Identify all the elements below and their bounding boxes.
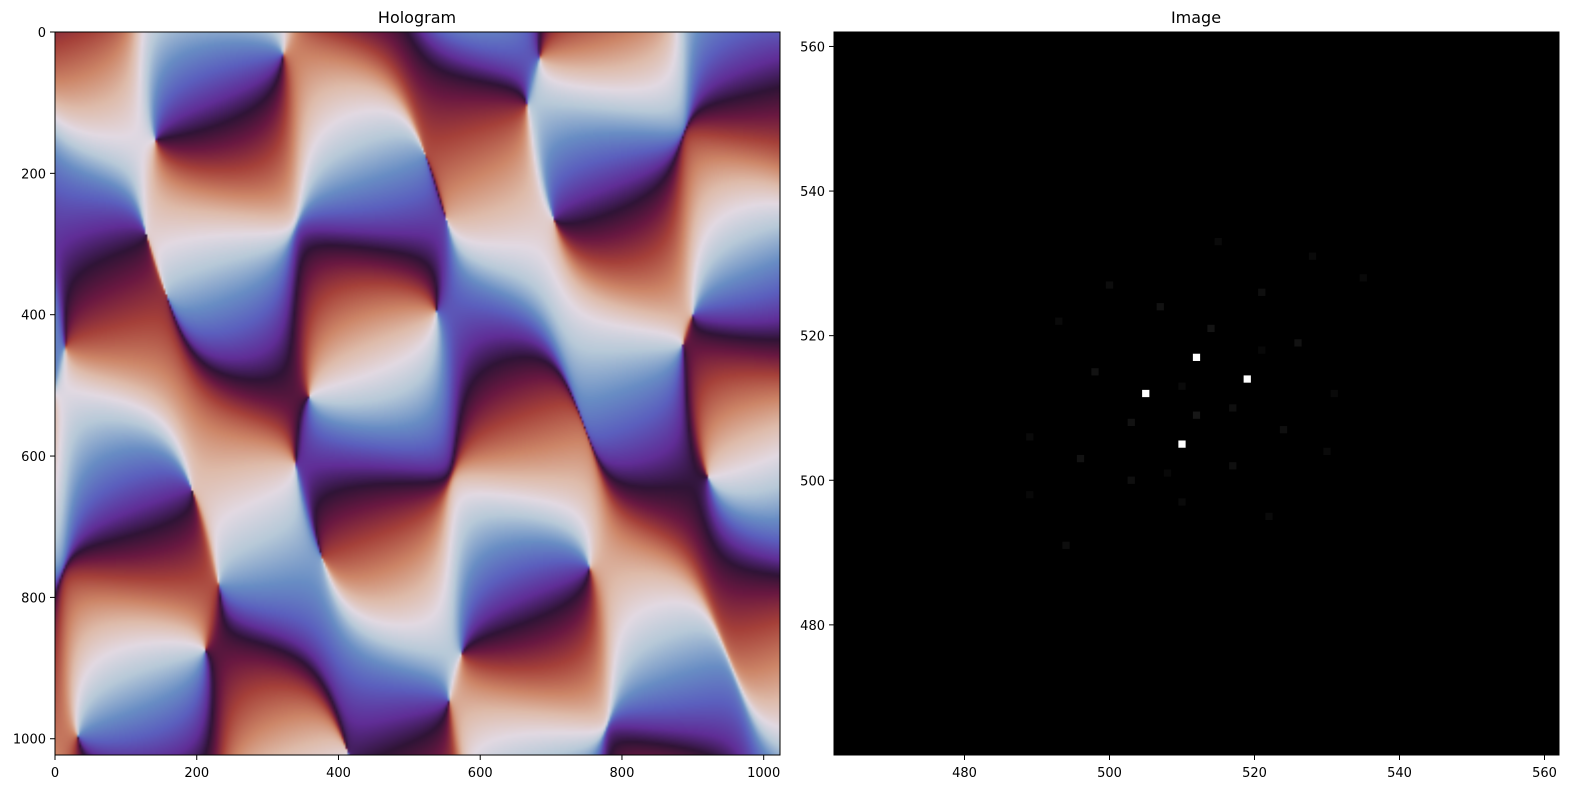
image-point [1192,353,1201,361]
image-point [1026,433,1034,441]
image-ytick-label: 540 [800,185,825,200]
image-point [1026,491,1034,499]
image-point [1178,440,1186,448]
image-point [1294,339,1302,347]
image-panel: Image 480 500 520 540 560 480 500 520 540 560 [800,8,1560,781]
image-point [1243,375,1251,383]
image-point [1127,476,1135,484]
image-heatmap-background [834,32,1559,755]
image-point [1258,346,1266,354]
image-point [1062,541,1070,549]
hologram-xtick-label: 800 [610,766,635,781]
hologram-xtick-label: 1000 [747,766,780,781]
hologram-ytick-label: 400 [21,309,46,324]
image-ytick-label: 520 [800,330,825,345]
image-xtick-label: 500 [1097,766,1122,781]
image-point [1142,389,1150,398]
image-title: Image [1171,8,1221,27]
image-y-axis: 480 500 520 540 560 [800,40,834,634]
image-point [1105,281,1114,289]
image-point [1359,274,1367,282]
image-axes-frame [833,31,1560,756]
image-ytick-label: 560 [800,40,825,55]
hologram-ytick-label: 600 [21,450,46,465]
image-point [1330,389,1338,398]
image-point [1258,288,1266,296]
image-x-axis: 480 500 520 540 560 [952,755,1557,781]
hologram-ytick-label: 800 [21,591,46,606]
image-point [1156,303,1164,311]
hologram-title: Hologram [378,8,456,27]
image-ytick-label: 480 [800,619,825,634]
hologram-xtick-label: 200 [184,766,209,781]
hologram-xtick-label: 0 [51,766,59,781]
image-point [1076,454,1085,463]
hologram-ytick-label: 1000 [13,733,46,748]
image-xtick-label: 480 [952,766,977,781]
image-point [1055,317,1063,325]
image-point [1308,252,1317,260]
hologram-ytick-label: 0 [38,26,46,41]
hologram-xtick-label: 600 [468,766,493,781]
image-point [1091,368,1099,376]
image-point [1127,418,1135,427]
image-heatmap-points [1026,238,1367,549]
hologram-x-axis: 0 200 400 600 800 1000 [51,755,780,781]
image-xtick-label: 520 [1242,766,1267,781]
hologram-panel: Hologram 0 200 400 600 800 1000 0 200 400 600 800… [13,8,781,781]
image-xtick-label: 560 [1532,766,1557,781]
hologram-heatmap [55,32,780,755]
image-point [1214,238,1222,246]
image-point [1229,462,1237,470]
image-point [1323,447,1331,455]
image-point [1229,404,1237,412]
image-point [1279,426,1288,434]
hologram-ytick-label: 200 [21,167,46,182]
image-point [1178,382,1186,390]
image-xtick-label: 540 [1387,766,1412,781]
image-point [1163,469,1172,477]
image-point [1265,512,1273,521]
image-point [1207,324,1215,333]
image-ytick-label: 500 [800,474,825,489]
image-point [1178,498,1186,506]
image-point [1192,411,1201,419]
hologram-xtick-label: 400 [326,766,351,781]
hologram-y-axis: 0 200 400 600 800 1000 [13,26,55,748]
hologram-axes-frame [54,31,781,756]
